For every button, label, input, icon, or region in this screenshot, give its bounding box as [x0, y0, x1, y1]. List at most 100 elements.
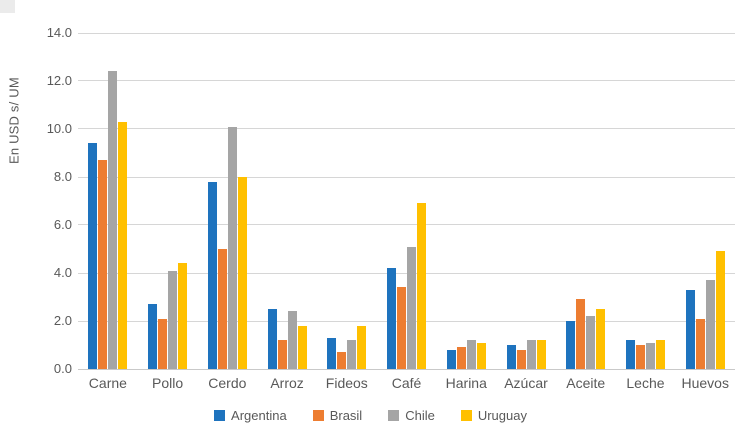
bar-groups [78, 33, 735, 369]
x-label-carne: Carne [88, 375, 127, 391]
bar-chile-leche [645, 342, 655, 369]
x-label-pollo: Pollo [152, 375, 184, 391]
legend-label: Brasil [329, 408, 363, 423]
bar-brasil-arroz [277, 340, 287, 369]
bar-group-harina [436, 33, 496, 369]
plot-area [78, 32, 735, 370]
bar-argentina-fideos [327, 337, 337, 369]
bar-brasil-café [397, 287, 407, 369]
bar-brasil-harina [456, 347, 466, 369]
bar-uruguay-carne [118, 121, 128, 369]
bar-chile-azúcar [526, 340, 536, 369]
y-axis-title: En USD s/ UM [6, 77, 22, 165]
legend-label: Argentina [231, 408, 287, 423]
bar-chile-huevos [705, 280, 715, 369]
gridline-0.0 [78, 368, 735, 370]
bar-group-huevos [675, 33, 735, 369]
bar-group-café [377, 33, 437, 369]
bar-argentina-carne [88, 143, 98, 369]
x-label-harina: Harina [445, 375, 487, 391]
gridline-12.0 [78, 80, 735, 82]
x-label-azúcar: Azúcar [504, 375, 548, 391]
bar-brasil-cerdo [217, 249, 227, 369]
legend-swatch-icon [388, 410, 400, 421]
x-label-fideos: Fideos [325, 375, 368, 391]
bar-group-pollo [138, 33, 198, 369]
bar-argentina-arroz [267, 309, 277, 369]
y-tick-label: 6.0 [53, 217, 72, 232]
bar-brasil-leche [635, 345, 645, 369]
bar-brasil-azúcar [516, 349, 526, 369]
x-axis-labels: Carne Pollo Cerdo Arroz Fideos Café Harina Azúc… [78, 375, 735, 391]
legend-swatch-icon [214, 410, 226, 421]
bar-brasil-carne [98, 160, 108, 369]
y-tick-label: 4.0 [53, 265, 72, 280]
bar-argentina-cerdo [207, 181, 217, 369]
gridline-6.0 [78, 224, 735, 226]
legend-label: Chile [405, 408, 435, 423]
corner-artifact [0, 0, 15, 13]
gridline-2.0 [78, 320, 735, 322]
bar-group-fideos [317, 33, 377, 369]
bar-chile-fideos [347, 340, 357, 369]
bar-group-carne [78, 33, 138, 369]
bar-uruguay-harina [476, 342, 486, 369]
x-label-huevos: Huevos [681, 375, 729, 391]
gridline-4.0 [78, 272, 735, 274]
y-tick-label: 14.0 [46, 25, 72, 40]
bar-brasil-huevos [695, 318, 705, 369]
y-tick-label: 12.0 [46, 73, 72, 88]
bar-argentina-aceite [566, 321, 576, 369]
bar-argentina-café [387, 268, 397, 369]
legend-item-uruguay: Uruguay [460, 408, 527, 423]
x-label-aceite: Aceite [566, 375, 606, 391]
gridline-8.0 [78, 176, 735, 178]
x-label-café: Café [391, 375, 422, 391]
bar-brasil-pollo [158, 318, 168, 369]
bar-brasil-fideos [337, 352, 347, 369]
legend-item-argentina: Argentina [214, 408, 287, 423]
y-tick-label: 10.0 [46, 121, 72, 136]
bar-argentina-harina [446, 349, 456, 369]
bar-chile-cerdo [227, 126, 237, 369]
legend-item-chile: Chile [388, 408, 435, 423]
bar-uruguay-azúcar [536, 340, 546, 369]
bar-brasil-aceite [576, 299, 586, 369]
gridline-14.0 [78, 32, 735, 34]
bar-argentina-pollo [148, 304, 158, 369]
bar-group-arroz [257, 33, 317, 369]
y-tick-label: 2.0 [53, 313, 72, 328]
y-tick-label: 0.0 [53, 361, 72, 376]
bar-group-leche [616, 33, 676, 369]
bar-uruguay-leche [655, 340, 665, 369]
bar-uruguay-arroz [297, 325, 307, 369]
legend: Argentina Brasil Chile Uruguay [0, 408, 741, 423]
bar-argentina-azúcar [506, 345, 516, 369]
bar-chile-aceite [586, 316, 596, 369]
bar-chile-café [407, 246, 417, 369]
x-label-arroz: Arroz [270, 375, 304, 391]
bar-chile-carne [108, 71, 118, 369]
bar-uruguay-pollo [178, 263, 188, 369]
bar-argentina-leche [625, 340, 635, 369]
bar-chile-arroz [287, 311, 297, 369]
legend-label: Uruguay [477, 408, 527, 423]
x-label-leche: Leche [626, 375, 665, 391]
bar-uruguay-aceite [596, 309, 606, 369]
x-label-cerdo: Cerdo [208, 375, 247, 391]
bar-argentina-huevos [685, 289, 695, 369]
bar-uruguay-cerdo [237, 177, 247, 369]
legend-swatch-icon [460, 410, 472, 421]
legend-swatch-icon [312, 410, 324, 421]
bar-group-azúcar [496, 33, 556, 369]
bar-chile-harina [466, 340, 476, 369]
bar-chile-pollo [168, 270, 178, 369]
bar-uruguay-café [417, 203, 427, 369]
bar-group-cerdo [197, 33, 257, 369]
y-tick-label: 8.0 [53, 169, 72, 184]
legend-item-brasil: Brasil [312, 408, 363, 423]
bar-uruguay-fideos [357, 325, 367, 369]
bar-uruguay-huevos [715, 251, 725, 369]
gridline-10.0 [78, 128, 735, 130]
